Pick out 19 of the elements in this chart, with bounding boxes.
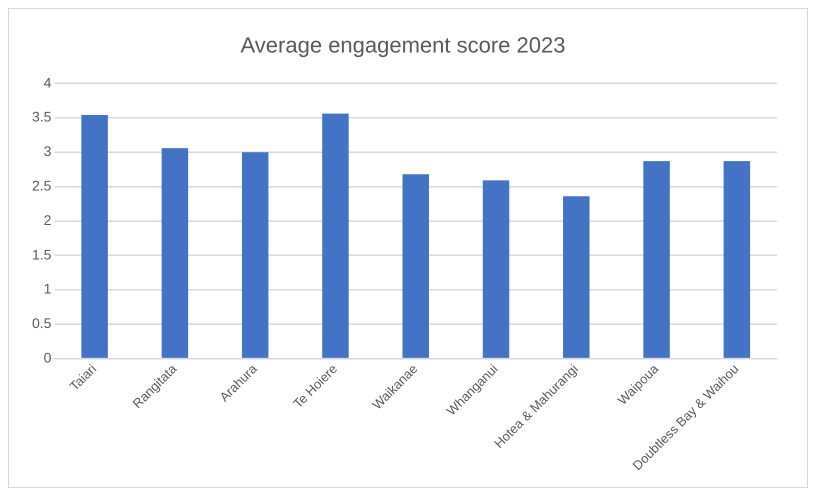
- bar: [242, 152, 268, 358]
- bar: [482, 180, 510, 358]
- y-tick-label: 1: [44, 280, 52, 297]
- chart-title: Average engagement score 2023: [240, 32, 566, 58]
- bar: [643, 161, 670, 358]
- bar: [724, 161, 750, 358]
- y-tick-label: 3.5: [32, 108, 52, 125]
- bar: [563, 196, 590, 358]
- y-tick-label: 4: [44, 74, 52, 90]
- y-tick-label: 2.5: [32, 177, 52, 194]
- bar: [402, 174, 429, 358]
- y-tick-label: 2: [44, 212, 52, 228]
- y-tick-label: 1.5: [32, 246, 52, 262]
- bar: [162, 148, 188, 358]
- bar: [322, 114, 349, 358]
- y-tick-label: 0: [44, 349, 52, 366]
- bar: [81, 115, 108, 358]
- y-tick-label: 0.5: [32, 315, 52, 332]
- y-tick-label: 3: [44, 143, 52, 160]
